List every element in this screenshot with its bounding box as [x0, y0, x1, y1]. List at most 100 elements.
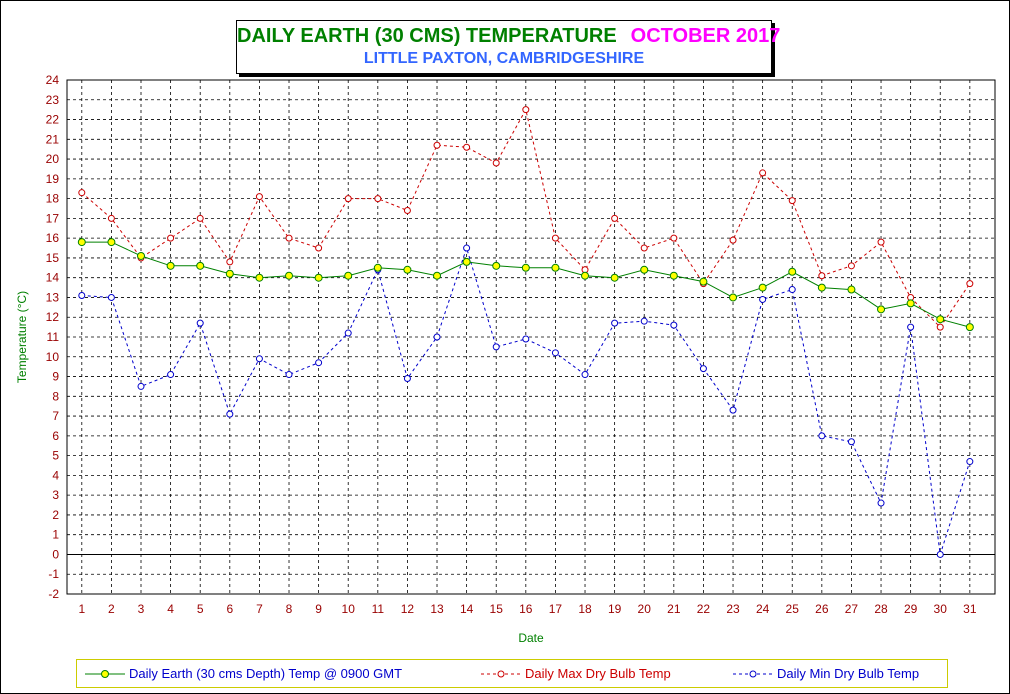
- data-point-earth: [729, 293, 738, 302]
- data-point-max: [551, 234, 559, 242]
- legend-swatch-min: [733, 670, 773, 677]
- legend-item-earth: Daily Earth (30 cms Depth) Temp @ 0900 G…: [85, 660, 402, 687]
- data-point-max: [877, 238, 885, 246]
- title-main: DAILY EARTH (30 CMS) TEMPERATURE: [237, 25, 617, 47]
- data-point-min: [640, 317, 648, 325]
- data-point-max: [167, 234, 175, 242]
- data-point-max: [640, 244, 648, 252]
- data-point-max: [936, 323, 944, 331]
- y-tick-label: 19: [46, 172, 60, 186]
- y-tick-label: 5: [52, 449, 59, 463]
- x-axis-label: Date: [518, 631, 544, 645]
- data-point-min: [670, 321, 678, 329]
- y-tick-label: 22: [46, 113, 60, 127]
- data-point-min: [818, 432, 826, 440]
- x-tick-label: 1: [78, 602, 85, 616]
- data-point-max: [196, 214, 204, 222]
- y-tick-label: -2: [48, 587, 59, 601]
- data-point-min: [522, 335, 530, 343]
- data-point-earth: [788, 267, 797, 276]
- data-point-max: [226, 258, 234, 266]
- x-tick-label: 5: [197, 602, 204, 616]
- data-point-min: [581, 371, 589, 379]
- data-point-earth: [77, 238, 86, 247]
- data-point-max: [670, 234, 678, 242]
- y-tick-label: 13: [46, 290, 60, 304]
- chart-subtitle: LITTLE PAXTON, CAMBRIDGESHIRE: [363, 50, 645, 67]
- y-tick-label: 6: [52, 429, 59, 443]
- title-month: OCTOBER 2017: [630, 25, 781, 47]
- data-point-min: [463, 244, 471, 252]
- x-tick-label: 26: [815, 602, 829, 616]
- x-tick-label: 13: [430, 602, 444, 616]
- data-point-min: [226, 410, 234, 418]
- data-point-max: [611, 214, 619, 222]
- data-point-earth: [669, 271, 678, 280]
- data-point-max: [344, 195, 352, 203]
- data-point-max: [255, 193, 263, 201]
- y-tick-label: 23: [46, 93, 60, 107]
- data-point-earth: [936, 315, 945, 324]
- y-tick-label: 3: [52, 488, 59, 502]
- data-point-earth: [758, 283, 767, 292]
- y-tick-label: 20: [46, 152, 60, 166]
- data-point-min: [877, 499, 885, 507]
- data-point-min: [255, 355, 263, 363]
- legend-item-max: Daily Max Dry Bulb Temp: [481, 660, 671, 687]
- data-point-earth: [640, 265, 649, 274]
- x-tick-label: 2: [108, 602, 115, 616]
- data-point-max: [78, 189, 86, 197]
- x-tick-label: 4: [167, 602, 174, 616]
- data-point-min: [907, 323, 915, 331]
- y-tick-label: 7: [52, 409, 59, 423]
- legend-item-min: Daily Min Dry Bulb Temp: [733, 660, 919, 687]
- legend-label-max: Daily Max Dry Bulb Temp: [525, 666, 671, 681]
- y-tick-label: 16: [46, 231, 60, 245]
- x-tick-label: 28: [874, 602, 888, 616]
- data-point-max: [433, 141, 441, 149]
- x-tick-label: 19: [608, 602, 622, 616]
- x-tick-label: 18: [578, 602, 592, 616]
- legend-swatch-max: [481, 670, 521, 677]
- x-tick-label: 27: [845, 602, 859, 616]
- y-tick-label: 14: [46, 271, 60, 285]
- x-tick-label: 17: [549, 602, 563, 616]
- y-tick-label: 9: [52, 370, 59, 384]
- y-tick-label: 10: [46, 350, 60, 364]
- y-tick-label: 17: [46, 211, 60, 225]
- y-tick-label: 24: [46, 73, 60, 87]
- x-tick-label: 6: [226, 602, 233, 616]
- x-tick-label: 10: [342, 602, 356, 616]
- x-tick-label: 21: [667, 602, 681, 616]
- x-tick-label: 30: [934, 602, 948, 616]
- data-point-min: [433, 333, 441, 341]
- data-point-max: [788, 197, 796, 205]
- data-point-earth: [699, 277, 708, 286]
- y-tick-label: 12: [46, 310, 60, 324]
- data-point-earth: [462, 257, 471, 266]
- data-point-min: [611, 319, 619, 327]
- y-tick-label: 0: [52, 547, 59, 561]
- data-point-min: [759, 295, 767, 303]
- data-point-earth: [255, 273, 264, 282]
- data-point-min: [699, 365, 707, 373]
- data-point-max: [966, 280, 974, 288]
- x-tick-label: 31: [963, 602, 977, 616]
- data-point-min: [847, 438, 855, 446]
- data-point-min: [403, 375, 411, 383]
- chart-title: DAILY EARTH (30 CMS) TEMPERATURE OCTOBER …: [237, 25, 780, 48]
- data-point-earth: [107, 238, 116, 247]
- data-point-earth: [817, 283, 826, 292]
- data-point-max: [818, 272, 826, 280]
- data-point-min: [137, 382, 145, 390]
- data-point-max: [374, 195, 382, 203]
- y-tick-label: 15: [46, 251, 60, 265]
- x-tick-label: 8: [286, 602, 293, 616]
- data-point-min: [315, 359, 323, 367]
- legend: Daily Earth (30 cms Depth) Temp @ 0900 G…: [76, 659, 948, 688]
- data-point-earth: [877, 305, 886, 314]
- data-point-max: [107, 214, 115, 222]
- data-point-min: [196, 319, 204, 327]
- y-tick-label: 21: [46, 132, 60, 146]
